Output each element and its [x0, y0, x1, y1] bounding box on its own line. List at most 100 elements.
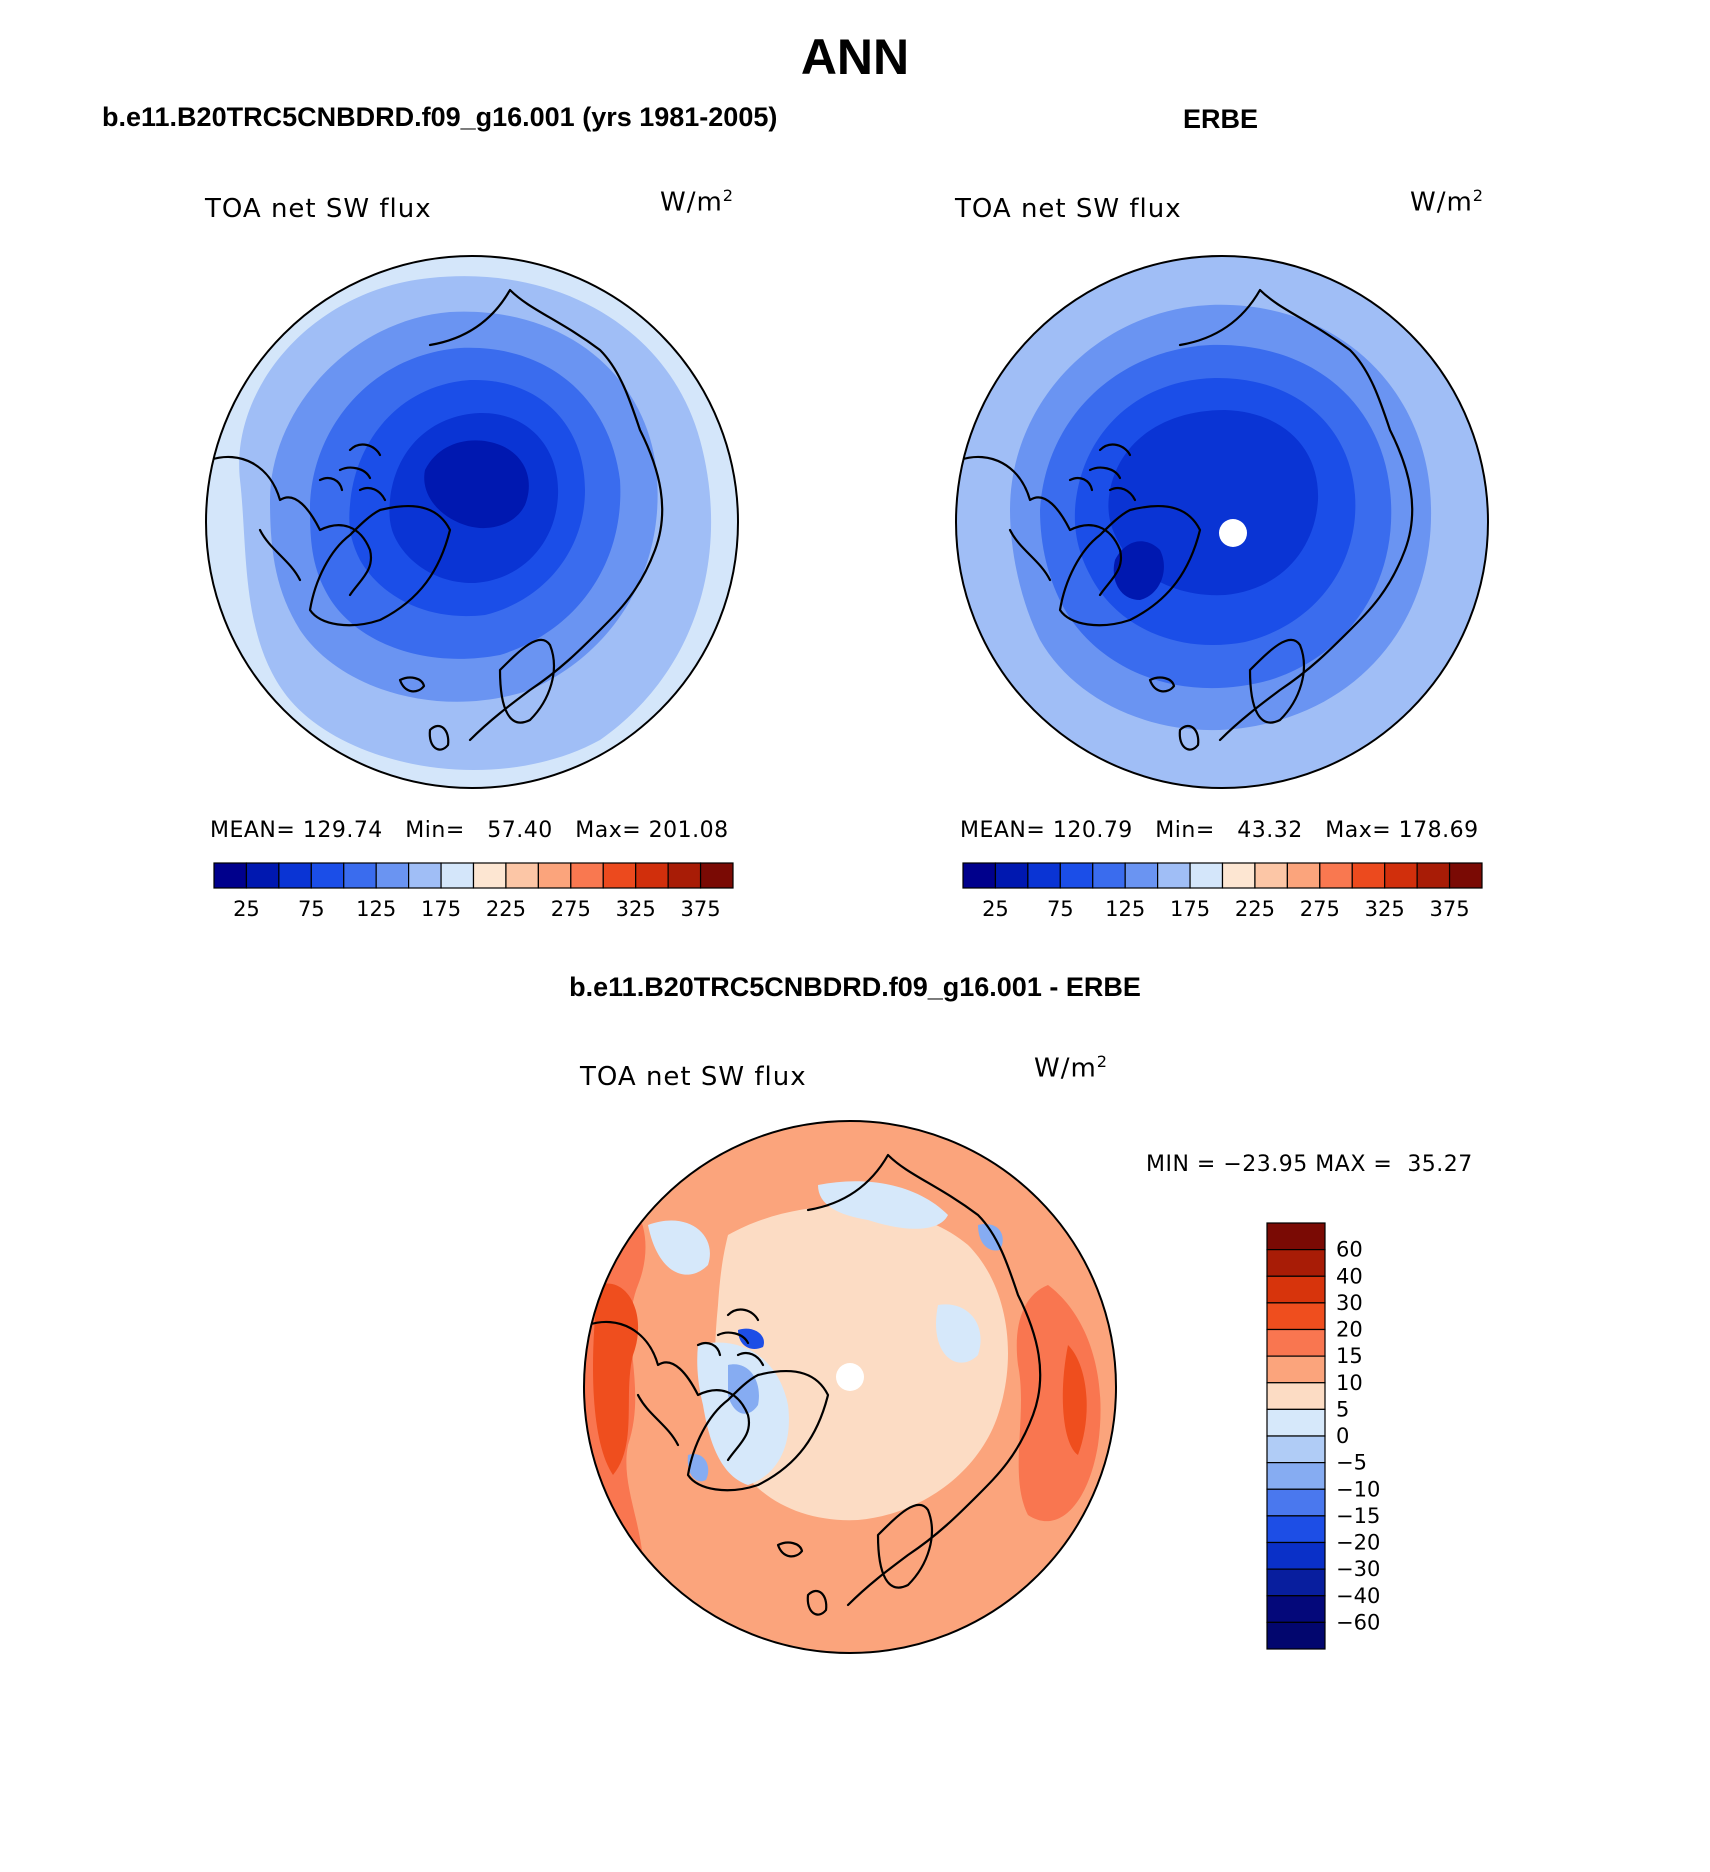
panel-2-pole-hole — [1219, 519, 1247, 547]
panel-1-colorbar — [213, 862, 734, 889]
panel-3-colorbar-box-8 — [1266, 1435, 1326, 1464]
panel-3-colorbar-label: −20 — [1336, 1531, 1380, 1555]
panel-1-colorbar-box-7 — [440, 862, 475, 889]
panel-3-colorbar-box-12 — [1266, 1541, 1326, 1570]
panel-3-colorbar-label: 5 — [1336, 1397, 1349, 1421]
panel-2-coast-iceland — [1148, 676, 1176, 693]
panel-2-colorbar-box-6 — [1157, 862, 1191, 889]
panel-1-colorbar-label: 225 — [486, 897, 526, 921]
panel-3-colorbar-box-13 — [1266, 1568, 1326, 1597]
panel-1-coast-eurasia — [428, 288, 664, 742]
panel-1-colorbar-box-13 — [635, 862, 669, 889]
panel-1-colorbar-box-12 — [602, 862, 637, 889]
panel-2-map — [955, 255, 1489, 789]
panel-3-colorbar-box-14 — [1266, 1595, 1326, 1623]
panel-2-colorbar-box-2 — [1027, 862, 1061, 889]
panel-1-coast-greenland — [308, 505, 452, 627]
panel-3-colorbar-label: 20 — [1336, 1318, 1363, 1342]
panel-1-field-level-6 — [424, 440, 529, 529]
panel-1-stats: MEAN= 129.74 Min= 57.40 Max= 201.08 — [210, 818, 729, 843]
panel-3-field-level-neutral-neg — [648, 1181, 981, 1485]
panel-2-colorbar — [962, 862, 1483, 889]
panel-2-stats: MEAN= 120.79 Min= 43.32 Max= 178.69 — [960, 818, 1479, 843]
panel-2-colorbar-labels: 25 75 125 175 225 275 325 375 — [982, 897, 1470, 921]
panel-3-colorbar-label: 60 — [1336, 1238, 1363, 1262]
panel-2-coast-british-isles — [1178, 724, 1200, 751]
panel-2-colorbar-box-5 — [1124, 862, 1159, 889]
panel-3-map — [583, 1120, 1117, 1654]
panel-2-coast-north-america — [958, 455, 1123, 597]
panel-2-colorbar-box-9 — [1254, 862, 1288, 889]
panel-1-colorbar-box-4 — [343, 862, 377, 889]
panel-3-colorbar-box-7 — [1266, 1408, 1326, 1437]
panel-2-colorbar-box-11 — [1319, 862, 1353, 889]
panel-3-colorbar-label: −10 — [1336, 1477, 1380, 1501]
panel-3-pole-hole — [836, 1363, 864, 1391]
panel-3-colorbar-label: −15 — [1336, 1504, 1380, 1528]
panel-2-colorbar-box-0 — [962, 862, 997, 889]
panel-2-colorbar-box-15 — [1448, 862, 1483, 889]
panel-1-header: b.e11.B20TRC5CNBDRD.f09_g16.001 (yrs 198… — [102, 102, 778, 132]
panel-2-colorbar-box-3 — [1059, 862, 1094, 889]
panel-1-colorbar-box-14 — [667, 862, 702, 889]
panel-3-minmax: MIN = −23.95 MAX = 35.27 — [1146, 1152, 1473, 1177]
panel-1-colorbar-label: 125 — [356, 897, 396, 921]
panel-2-colorbar-label: 325 — [1365, 897, 1405, 921]
panel-1-colorbar-box-10 — [537, 862, 572, 889]
panel-1-colorbar-box-8 — [472, 862, 507, 889]
panel-3-colorbar-label: 15 — [1336, 1344, 1363, 1368]
panel-3-coast-british-isles — [806, 1589, 828, 1616]
panel-2-header: ERBE — [1183, 104, 1259, 134]
panel-2-colorbar-label: 275 — [1300, 897, 1340, 921]
panel-2-colorbar-box-4 — [1092, 862, 1126, 889]
panel-3-colorbar-box-5 — [1266, 1355, 1326, 1384]
panel-3-colorbar-label: −5 — [1336, 1451, 1367, 1475]
panel-3-coast-archipelago — [696, 1308, 765, 1367]
panel-3-coast-eurasia — [806, 1153, 1042, 1607]
panel-2-coast-archipelago — [1068, 443, 1137, 502]
panel-2-coast-scandinavia — [1248, 638, 1305, 724]
panel-2-coast-eurasia — [1178, 288, 1414, 742]
panel-3-units: W/m2 — [1034, 1052, 1109, 1084]
panel-2-field-level-5 — [1108, 410, 1319, 596]
panel-3-colorbar-box-10 — [1266, 1488, 1326, 1517]
panel-2-colorbar-box-12 — [1351, 862, 1386, 889]
panel-1-colorbar-box-5 — [375, 862, 410, 889]
panel-2-colorbar-label: 225 — [1235, 897, 1275, 921]
panel-3-coast-greenland — [686, 1370, 830, 1492]
panel-1-colorbar-box-1 — [245, 862, 280, 889]
panel-2-colorbar-box-14 — [1416, 862, 1451, 889]
panel-1-colorbar-label: 325 — [616, 897, 656, 921]
page-title: ANN — [800, 29, 910, 85]
panel-2-colorbar-box-10 — [1286, 862, 1321, 889]
panel-3-colorbar-label: 30 — [1336, 1291, 1363, 1315]
panel-2-colorbar-label: 75 — [1047, 897, 1074, 921]
panel-1-colorbar-label: 75 — [298, 897, 325, 921]
panel-1-colorbar-box-9 — [505, 862, 539, 889]
panel-1-coast-iceland — [398, 676, 426, 693]
panel-2-colorbar-box-13 — [1384, 862, 1418, 889]
panel-2-colorbar-label: 125 — [1105, 897, 1145, 921]
panel-3-colorbar-box-3 — [1266, 1302, 1326, 1331]
panel-2-variable-label: TOA net SW flux — [955, 194, 1182, 224]
panel-2-colorbar-label: 175 — [1170, 897, 1210, 921]
panel-3-colorbar-box-15 — [1266, 1621, 1326, 1650]
panel-1-colorbar-box-6 — [408, 862, 442, 889]
panel-3-colorbar-label: −30 — [1336, 1557, 1380, 1581]
panel-1-coast-archipelago — [318, 443, 387, 502]
panel-3-field-level-neutral-pos — [715, 1206, 1008, 1521]
panel-2-field-level-6 — [1113, 541, 1164, 600]
panel-3-colorbar-label: −60 — [1336, 1610, 1380, 1634]
panel-3-colorbar-label: −40 — [1336, 1584, 1380, 1608]
panel-3-header: b.e11.B20TRC5CNBDRD.f09_g16.001 - ERBE — [569, 972, 1141, 1002]
panel-1-units: W/m2 — [660, 186, 735, 218]
panel-2-colorbar-label: 375 — [1430, 897, 1470, 921]
panel-1-colorbar-box-15 — [699, 862, 734, 889]
panel-3-colorbar-label: 40 — [1336, 1264, 1363, 1288]
panel-3-field-level-cool-2 — [738, 1328, 764, 1350]
panel-3-colorbar-box-4 — [1266, 1328, 1326, 1357]
panel-1-variable-label: TOA net SW flux — [205, 194, 432, 224]
panel-2-colorbar-label: 25 — [982, 897, 1009, 921]
panel-1-colorbar-label: 275 — [551, 897, 591, 921]
panel-3-colorbar-box-6 — [1266, 1382, 1326, 1410]
